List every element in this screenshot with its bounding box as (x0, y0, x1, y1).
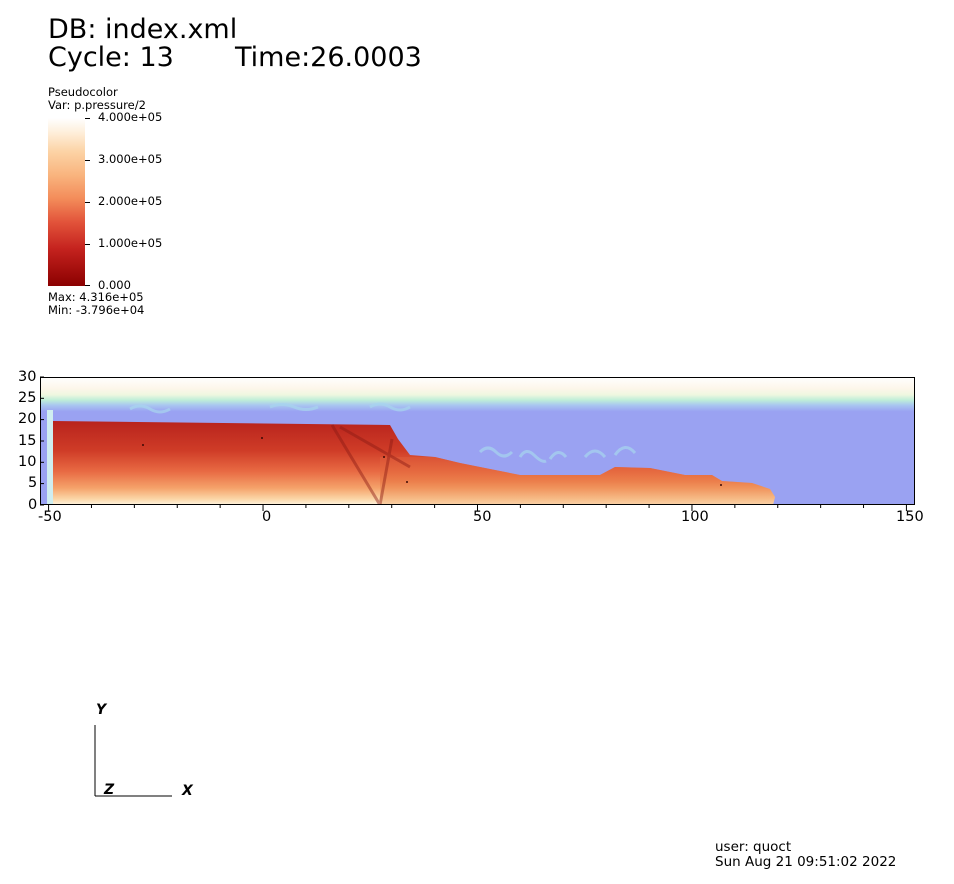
y-axis (40, 376, 44, 506)
database-title: DB: index.xml (48, 14, 238, 45)
legend-tick-label: 1.000e+05 (98, 236, 163, 250)
left-boundary-wall (47, 410, 53, 505)
y-tick-label: 10 (18, 454, 37, 470)
runout-zone (380, 457, 775, 505)
triad-x-label: X (182, 783, 193, 799)
x-tick-label: 150 (896, 509, 924, 525)
x-tick-label: 0 (262, 509, 272, 525)
axis-triad (94, 725, 172, 797)
vortex-trails (129, 402, 637, 463)
legend-tick-label: 4.000e+05 (98, 110, 163, 124)
timestamp-label: Sun Aug 21 09:51:02 2022 (715, 854, 897, 870)
cycle-label: Cycle: 13 (48, 42, 174, 73)
x-axis (48, 504, 907, 511)
x-tick-label: 50 (473, 509, 492, 525)
user-label: user: quoct (715, 839, 792, 855)
x-tick-label: -50 (38, 509, 62, 525)
legend-max: Max: 4.316e+05 (48, 290, 144, 304)
y-tick-label: 0 (28, 497, 38, 513)
legend-tick-mark (85, 285, 90, 286)
legend-variable: Var: p.pressure/2 (48, 98, 146, 112)
y-tick-label: 5 (28, 475, 38, 491)
legend-tick-label: 0.000 (98, 278, 131, 292)
y-tick-label: 25 (18, 390, 37, 406)
legend-tick-label: 3.000e+05 (98, 152, 163, 166)
legend-tick-label: 2.000e+05 (98, 194, 163, 208)
y-tick-label: 30 (18, 369, 37, 385)
legend-plot-type: Pseudocolor (48, 85, 118, 99)
x-tick-label: 100 (681, 509, 709, 525)
pseudocolor-plot[interactable] (40, 377, 915, 505)
y-tick-label: 20 (18, 411, 37, 427)
legend-colorbar (48, 118, 85, 286)
legend-tick-mark (85, 160, 90, 161)
triad-z-label: Z (104, 782, 115, 798)
triad-y-label: Y (96, 702, 107, 718)
plot-frame (40, 377, 915, 505)
legend-min: Min: -3.796e+04 (48, 303, 145, 317)
shear-bands (330, 424, 411, 505)
legend-tick-mark (85, 118, 90, 119)
material-points (142, 437, 722, 486)
legend-tick-mark (85, 244, 90, 245)
y-tick-label: 15 (18, 433, 37, 449)
legend-tick-mark (85, 202, 90, 203)
time-label: Time:26.0003 (235, 42, 422, 73)
